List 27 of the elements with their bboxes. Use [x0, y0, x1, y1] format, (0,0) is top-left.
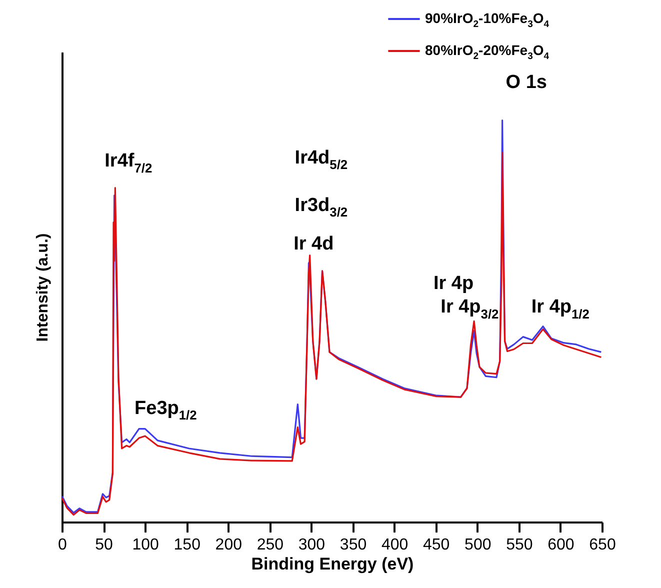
x-tick-label: 200 [215, 536, 242, 554]
annotation: Ir3d$_{3/2}$ [294, 194, 348, 220]
x-tick-label: 350 [340, 536, 367, 554]
x-tick-label: 450 [422, 536, 450, 554]
x-tick-label: 250 [256, 536, 284, 554]
annotation: Fe3p$_{1/2}$ [134, 398, 197, 422]
x-tick-label: 300 [298, 536, 326, 554]
x-tick-label: 650 [589, 536, 616, 554]
x-tick-label: 50 [95, 536, 114, 554]
annotation: Ir 4p [433, 272, 474, 294]
annotation: Ir 4p$_{1/2}$ [531, 296, 590, 322]
annotation: Ir 4p$_{3/2}$ [440, 296, 499, 322]
y-axis-title: Intensity (a.u.) [34, 233, 52, 342]
x-tick-label: 600 [548, 536, 574, 554]
x-axis-title: Binding Energy (eV) [251, 554, 414, 574]
text: O 1s [506, 72, 547, 94]
x-tick-label: 0 [58, 536, 68, 554]
legend-label: 90%IrO$_{2}$-10%Fe$_{3}$O$_{4}$ [425, 10, 550, 30]
x-tick-label: 550 [506, 536, 533, 554]
x-tick-label: 400 [381, 536, 408, 554]
annotation: Ir4f$_{7/2}$ [104, 150, 152, 176]
x-tick-label: 150 [174, 536, 201, 554]
annotation: Ir 4d [294, 233, 334, 254]
x-tick-label: 500 [464, 536, 492, 554]
legend-label: 80%IrO$_{2}$-20%Fe$_{3}$O$_{4}$ [425, 42, 550, 62]
annotation: Ir4d$_{5/2}$ [294, 147, 348, 172]
x-tick-label: 100 [132, 536, 160, 554]
